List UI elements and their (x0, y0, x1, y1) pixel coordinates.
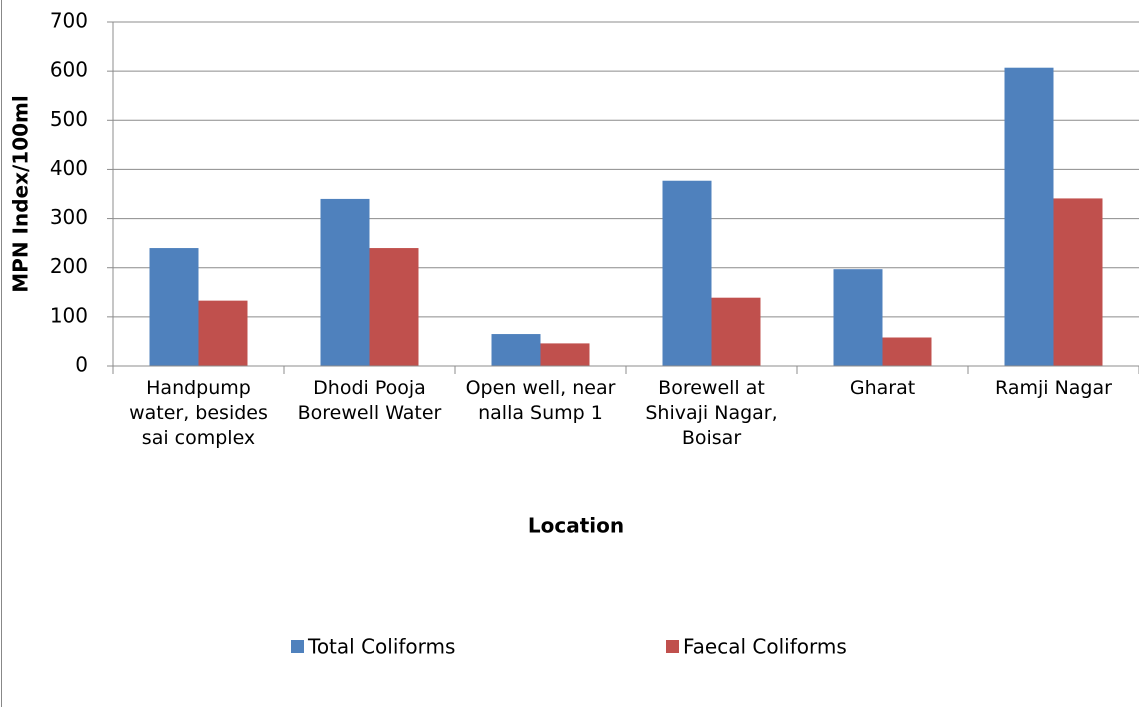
x-tick-label: Dhodi Pooja Borewell Water (297, 377, 442, 424)
x-tick-label: Ramji Nagar (995, 377, 1112, 399)
y-tick-label: 100 (50, 303, 88, 327)
bar (198, 300, 248, 366)
x-tick-label: Handpump water, besides sai complex (129, 377, 268, 449)
y-tick-label: 400 (50, 156, 88, 180)
y-tick-label: 0 (75, 353, 88, 377)
bar (149, 248, 199, 366)
legend-swatch (666, 640, 679, 653)
y-tick-label: 500 (50, 107, 88, 131)
x-tick-label: Open well, near nalla Sump 1 (465, 377, 616, 424)
bar (491, 334, 541, 366)
y-axis-title: MPN Index/100ml (9, 95, 33, 292)
bar (882, 337, 932, 366)
bar (369, 248, 419, 366)
bar (1004, 67, 1054, 367)
x-tick-label: Gharat (849, 377, 916, 399)
legend-label: Faecal Coliforms (683, 635, 847, 659)
y-tick-label: 700 (50, 9, 88, 33)
x-axis-title: Location (528, 514, 624, 538)
bar (320, 198, 370, 366)
bar (540, 343, 590, 366)
bar (1053, 198, 1103, 366)
y-tick-label: 300 (50, 205, 88, 229)
legend-swatch (291, 640, 304, 653)
bar (662, 180, 712, 366)
bar (711, 297, 761, 366)
x-tick-label: Borewell at Shivaji Nagar, Boisar (645, 377, 778, 449)
y-tick-label: 200 (50, 254, 88, 278)
y-tick-label: 600 (50, 58, 88, 82)
legend-label: Total Coliforms (307, 635, 455, 659)
bar (833, 269, 883, 366)
